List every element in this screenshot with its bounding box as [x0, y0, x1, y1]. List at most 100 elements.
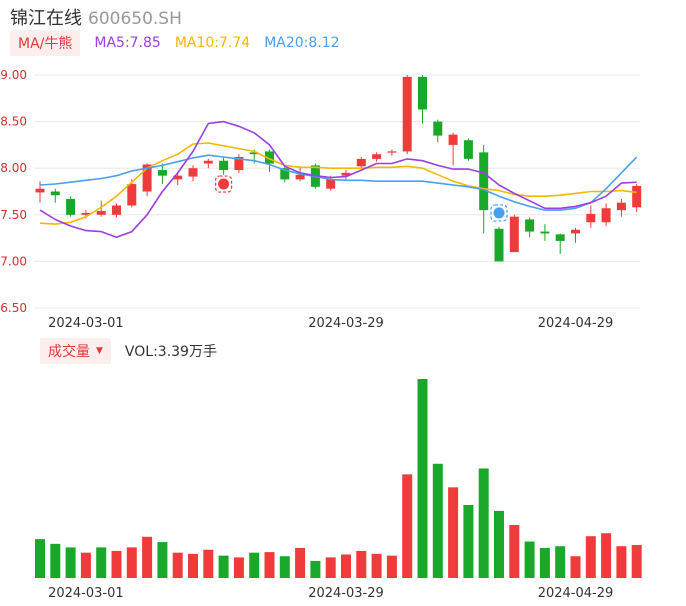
y-tick-label: 7.50 [0, 208, 27, 222]
ma-legend: MA/牛熊 MA5:7.85 MA10:7.74 MA20:8.12 [10, 30, 340, 56]
y-tick-label: 7.00 [0, 254, 27, 268]
candle-body [571, 229, 580, 234]
candle-body [632, 185, 642, 208]
volume-bar [295, 547, 306, 578]
candle-body [494, 228, 504, 262]
volume-bar [402, 474, 413, 578]
badge-dot [218, 178, 230, 190]
candle-body [295, 174, 305, 180]
volume-bar [432, 463, 443, 578]
badge-dot [493, 207, 505, 219]
candle-body [448, 134, 458, 145]
price-y-axis: 9.00 8.50 8.00 7.50 7.00 6.50 [0, 68, 27, 315]
volume-bar [463, 504, 474, 578]
candle-body [66, 198, 76, 215]
stock-header: 锦江在线 600650.SH [10, 4, 182, 30]
y-tick-label: 8.50 [0, 115, 27, 129]
volume-value: VOL:3.39万手 [124, 344, 217, 360]
volume-indicator-label: 成交量 [48, 344, 90, 360]
signal-badges [215, 175, 508, 222]
volume-bar [601, 533, 612, 578]
volume-x-axis: 2024-03-01 2024-03-29 2024-04-29 [48, 586, 613, 601]
volume-bar [279, 556, 290, 578]
candle-body [112, 205, 121, 215]
volume-legend: 成交量 ▼ VOL:3.39万手 [40, 338, 217, 364]
bull-badge-icon [215, 175, 233, 193]
y-tick-label: 9.00 [0, 68, 27, 82]
candle-body [418, 76, 427, 110]
candle-body [96, 211, 106, 215]
bear-badge-icon [490, 204, 508, 222]
volume-bar [50, 543, 61, 578]
candle-body [356, 158, 366, 167]
volume-bar [509, 525, 520, 578]
candle-body [616, 202, 626, 211]
ma20-label: MA20:8.12 [264, 35, 340, 51]
volume-bar [218, 555, 229, 578]
candle-body [586, 213, 596, 223]
ma10-line [39, 142, 637, 225]
candle-body [35, 188, 45, 193]
ma20-line [39, 154, 638, 211]
candle-body [203, 160, 213, 164]
volume-bar [585, 536, 596, 578]
volume-indicator-select[interactable]: 成交量 ▼ [40, 338, 111, 364]
candle-body [402, 76, 412, 152]
volume-bar [126, 547, 137, 578]
candle-body [525, 219, 535, 232]
volume-bar [157, 542, 168, 578]
ma5-line [39, 120, 637, 238]
volume-bar [448, 487, 459, 578]
candle-body [188, 168, 198, 177]
ma5-label: MA5:7.85 [94, 35, 161, 51]
price-grid [34, 74, 640, 309]
ma10-label: MA10:7.74 [174, 35, 251, 51]
volume-bar [570, 556, 581, 578]
candle-body [463, 140, 473, 159]
candle-body [142, 164, 152, 192]
candle-body [219, 160, 229, 171]
moving-average-lines [39, 120, 638, 238]
volume-bar [65, 547, 76, 578]
candle-body [173, 175, 183, 180]
volume-bar [80, 552, 91, 578]
volume-x-tick-label: 2024-03-29 [308, 586, 384, 601]
ma-toggle-button[interactable]: MA/牛熊 [10, 30, 81, 56]
volume-bar [386, 555, 397, 578]
candle-body [372, 154, 382, 159]
volume-x-tick-label: 2024-04-29 [538, 586, 614, 601]
volume-bar [249, 552, 260, 578]
volume-bar [341, 554, 351, 578]
x-tick-label: 2024-04-29 [538, 316, 614, 331]
volume-bar [203, 549, 214, 578]
candle-body [280, 168, 290, 180]
volume-bar [35, 539, 45, 578]
volume-bar [325, 557, 336, 578]
candle-body [234, 157, 244, 171]
candle-body [265, 151, 274, 164]
candle-body [540, 231, 550, 234]
volume-bar [524, 541, 535, 578]
y-tick-label: 6.50 [0, 301, 27, 315]
volume-bar [188, 553, 198, 578]
volume-x-tick-label: 2024-03-01 [48, 586, 124, 601]
volume-bar [142, 536, 153, 578]
volume-bar [264, 552, 275, 578]
volume-bar [96, 547, 107, 578]
candle-body [249, 152, 259, 155]
candle-body [387, 151, 397, 153]
candle-body [479, 152, 489, 211]
volume-bar [371, 553, 382, 578]
candle-body [157, 170, 167, 176]
volume-bar [555, 546, 566, 578]
x-tick-label: 2024-03-01 [48, 316, 124, 331]
volume-bar [233, 557, 244, 578]
volume-bars [35, 379, 642, 578]
candle-body [50, 191, 60, 196]
volume-bar [111, 550, 122, 578]
candle-body [341, 172, 351, 176]
candle-body [326, 179, 336, 189]
y-tick-label: 8.00 [0, 161, 27, 175]
candle-body [433, 121, 443, 136]
